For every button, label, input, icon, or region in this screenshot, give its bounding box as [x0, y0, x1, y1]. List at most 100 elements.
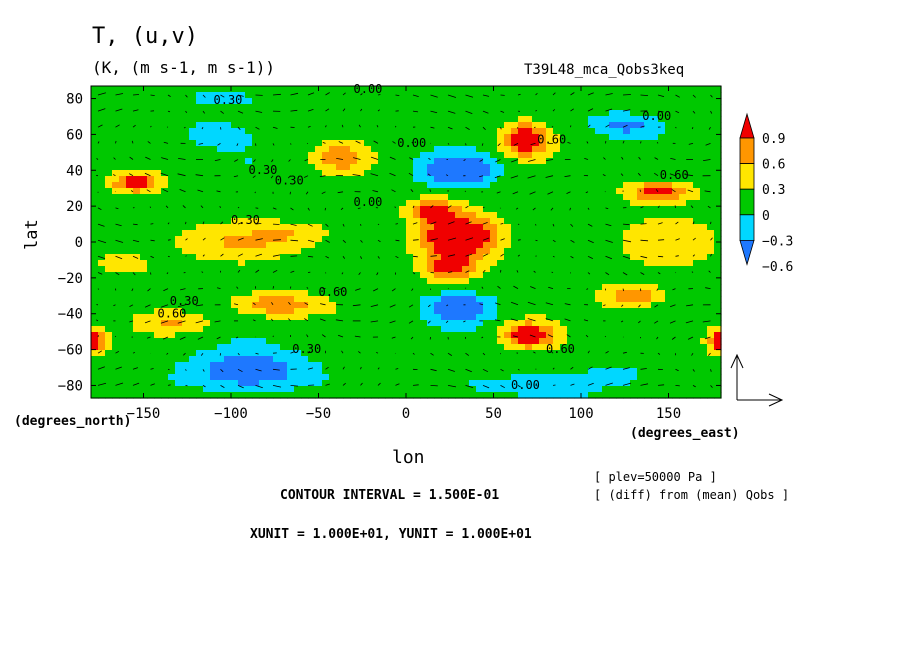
heatmap-cell	[518, 218, 526, 225]
heatmap-cell	[322, 128, 330, 135]
wind-vector	[605, 93, 613, 96]
wind-vector	[255, 223, 262, 225]
heatmap-cell	[385, 134, 393, 141]
heatmap-cell	[245, 98, 253, 105]
heatmap-cell	[518, 170, 526, 177]
heatmap-cell	[686, 128, 694, 135]
heatmap-cell	[308, 152, 316, 159]
heatmap-cell	[343, 236, 351, 243]
heatmap-cell	[182, 326, 190, 333]
heatmap-cell	[483, 194, 491, 201]
heatmap-cell	[574, 380, 582, 387]
heatmap-cell	[406, 296, 414, 303]
wind-vector	[290, 109, 298, 112]
heatmap-cell	[462, 98, 470, 105]
heatmap-cell	[532, 266, 540, 273]
heatmap-cell	[574, 92, 582, 99]
heatmap-cell	[91, 140, 99, 147]
heatmap-cell	[539, 350, 547, 357]
heatmap-cell	[476, 116, 484, 123]
heatmap-cell	[196, 314, 204, 321]
heatmap-cell	[567, 224, 575, 231]
heatmap-cell	[189, 140, 197, 147]
heatmap-cell	[441, 272, 449, 279]
heatmap-cell	[658, 212, 666, 219]
heatmap-cell	[539, 344, 547, 351]
heatmap-cell	[672, 302, 680, 309]
wind-vector	[178, 158, 186, 160]
heatmap-cell	[665, 188, 673, 195]
heatmap-cell	[637, 164, 645, 171]
heatmap-cell	[259, 158, 267, 165]
heatmap-cell	[322, 320, 330, 327]
heatmap-cell	[665, 182, 673, 189]
heatmap-cell	[427, 134, 435, 141]
heatmap-cell	[91, 350, 99, 357]
heatmap-cell	[259, 200, 267, 207]
heatmap-cell	[581, 218, 589, 225]
heatmap-cell	[357, 356, 365, 363]
heatmap-cell	[308, 194, 316, 201]
heatmap-cell	[343, 152, 351, 159]
heatmap-cell	[630, 374, 638, 381]
heatmap-cell	[560, 194, 568, 201]
heatmap-cell	[189, 218, 197, 225]
wind-vector	[96, 158, 99, 160]
wind-vector	[132, 124, 136, 128]
heatmap-cell	[434, 98, 442, 105]
heatmap-cell	[714, 278, 722, 285]
heatmap-cell	[343, 224, 351, 231]
heatmap-cell	[210, 164, 218, 171]
heatmap-cell	[588, 344, 596, 351]
heatmap-cell	[679, 206, 687, 213]
heatmap-cell	[693, 242, 701, 249]
heatmap-cell	[189, 98, 197, 105]
heatmap-cell	[308, 146, 316, 153]
heatmap-cell	[658, 158, 666, 165]
heatmap-cell	[196, 242, 204, 249]
heatmap-cell	[203, 110, 211, 117]
heatmap-cell	[119, 218, 127, 225]
heatmap-cell	[518, 176, 526, 183]
heatmap-cell	[231, 242, 239, 249]
heatmap-cell	[91, 248, 99, 255]
heatmap-cell	[322, 344, 330, 351]
heatmap-cell	[693, 326, 701, 333]
heatmap-cell	[413, 272, 421, 279]
heatmap-cell	[203, 386, 211, 393]
heatmap-cell	[308, 284, 316, 291]
heatmap-cell	[364, 278, 372, 285]
heatmap-cell	[525, 236, 533, 243]
heatmap-cell	[700, 278, 708, 285]
heatmap-cell	[273, 242, 281, 249]
heatmap-cell	[532, 152, 540, 159]
heatmap-cell	[623, 326, 631, 333]
heatmap-cell	[140, 98, 148, 105]
heatmap-cell	[371, 320, 379, 327]
heatmap-cell	[420, 272, 428, 279]
heatmap-cell	[469, 98, 477, 105]
heatmap-cell	[399, 116, 407, 123]
heatmap-cell	[644, 206, 652, 213]
heatmap-cell	[581, 128, 589, 135]
heatmap-cell	[679, 218, 687, 225]
heatmap-cell	[336, 218, 344, 225]
heatmap-cell	[490, 248, 498, 255]
heatmap-cell	[658, 380, 666, 387]
heatmap-cell	[651, 110, 659, 117]
heatmap-cell	[147, 284, 155, 291]
heatmap-cell	[196, 350, 204, 357]
heatmap-cell	[602, 368, 610, 375]
heatmap-cell	[294, 308, 302, 315]
wind-vector	[360, 93, 363, 96]
wind-vector	[319, 175, 326, 177]
heatmap-cell	[385, 266, 393, 273]
heatmap-cell	[203, 272, 211, 279]
heatmap-cell	[476, 368, 484, 375]
heatmap-cell	[273, 86, 281, 93]
heatmap-cell	[595, 104, 603, 111]
wind-vector	[655, 189, 659, 193]
heatmap-cell	[147, 104, 155, 111]
heatmap-cell	[133, 110, 141, 117]
heatmap-cell	[287, 230, 295, 237]
